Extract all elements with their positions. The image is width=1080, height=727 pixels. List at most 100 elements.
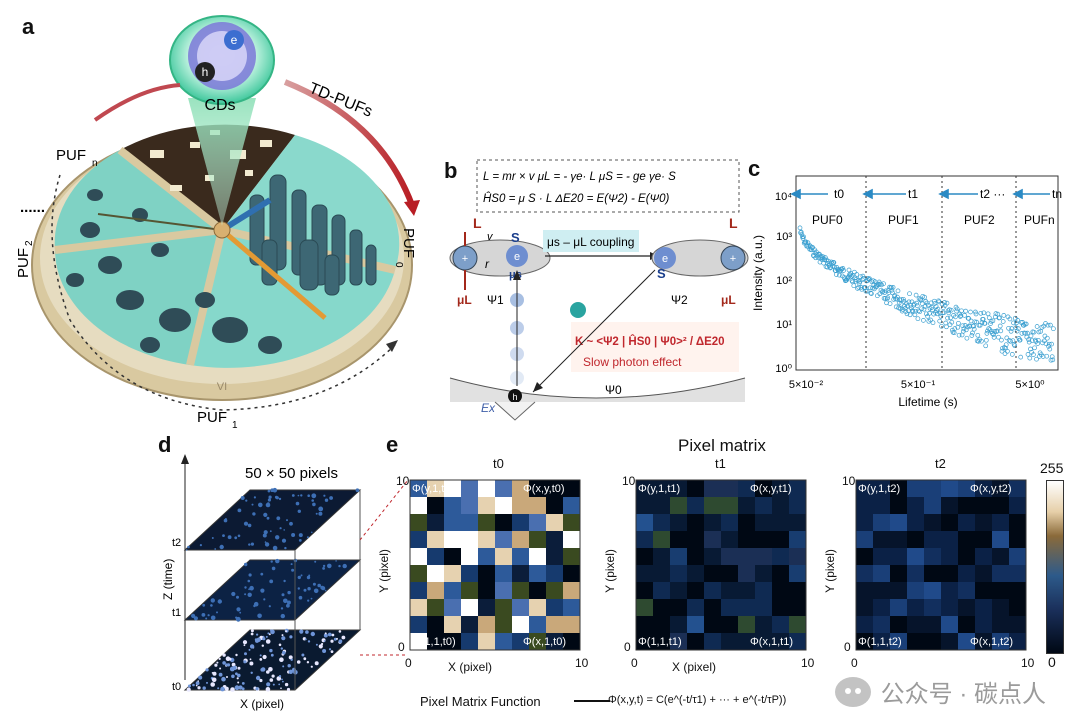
scatter-point [910,308,915,313]
scatter-point [963,327,969,333]
scatter-point [1025,330,1030,336]
pixel-speckle [221,676,226,682]
matrix-cell [478,514,495,531]
pixel-speckle [214,663,218,667]
roman-numeral-vi: VI [217,381,227,393]
matrix-cell [738,599,755,616]
scatter-point [979,338,984,344]
scatter-point [1008,328,1014,334]
matrix-cell [856,531,873,548]
scatter-point [1014,320,1019,326]
matrix-cell [461,514,478,531]
scatter-point [999,348,1005,354]
pixel-speckle [327,632,332,637]
svg-text:+: + [730,253,736,265]
pixel-speckle [255,675,261,681]
pixel-speckle [259,678,263,683]
pixel-speckle [262,637,266,641]
scatter-point [860,273,866,279]
pixel-speckle [310,631,315,637]
equation-line-2: ĤS0 = μ S · L ΔE20 = E(Ψ2) - E(Ψ0) [483,192,669,205]
scatter-point [881,281,886,287]
matrix-cell [670,565,687,582]
pixel-speckle [238,685,243,690]
pixel-speckle [191,613,196,618]
pixel-speckle [298,595,303,600]
pixel-speckle [296,660,301,664]
matrix-cell [495,531,512,548]
pixel-speckle [283,529,285,531]
pixel-speckle [256,633,259,636]
matrix-cell [427,514,444,531]
matrix-cell [529,531,546,548]
pixel-speckle [259,654,262,657]
matrix-cell [653,616,670,633]
panel-e-label: e [386,432,399,457]
pixel-speckle [285,630,288,633]
scatter-point [975,332,981,338]
matrix-cell [958,565,975,582]
matrix-cell [427,616,444,633]
matrix-cell [907,548,924,565]
scatter-point [981,310,987,316]
matrix-cell [738,582,755,599]
matrix-cell [478,599,495,616]
matrix-cell [495,599,512,616]
scatter-point [813,249,819,255]
pixel-speckle [282,665,285,668]
matrix-cell [563,514,580,531]
matrix-cell [444,548,461,565]
matrix-cell [410,565,427,582]
matrix-cell [924,548,941,565]
scatter-point [898,301,904,307]
svg-text:v: v [487,231,494,243]
layer-speckles [185,487,360,692]
scatter-point [1005,348,1010,354]
matrix-cell [755,599,772,616]
matrix-cell [461,633,478,650]
pixel-speckle [300,574,303,577]
scatter-point [919,301,925,306]
pixel-speckle [225,663,229,667]
matrix-cell [704,514,721,531]
matrix-cell [636,497,653,514]
matrix-cell [789,531,806,548]
time-label-t2: t2 ··· [980,187,1005,201]
pixel-speckle [315,643,318,646]
matrix-cell [529,548,546,565]
scatter-point [948,315,953,321]
pixel-speckle [201,613,206,617]
scatter-point [907,291,912,297]
pixel-speckle [222,653,226,657]
matrix-cell [958,480,975,497]
matrix-cell [529,514,546,531]
scatter-point [917,296,923,302]
pixel-speckle [249,661,254,666]
scatter-point [969,333,975,338]
scatter-point [913,292,919,298]
scatter-point [904,311,910,317]
matrix-cell [563,599,580,616]
matrix-cell [856,616,873,633]
pixel-speckle [322,567,325,570]
scatter-point [1006,325,1011,331]
scatter-point [946,310,952,316]
scatter-point [888,285,894,290]
scatter-point [934,308,940,313]
ytick-1e4: 10⁴ [775,191,792,203]
scatter-point [1012,315,1018,321]
pixel-speckle [249,658,252,661]
photon-icon [570,302,586,318]
scatter-point [1050,357,1056,363]
region-puf0: PUF0 [812,213,843,227]
pixel-speckle [303,588,307,592]
t2-label: t2 [172,537,181,549]
matrix-cell [704,548,721,565]
matrix-cell [546,548,563,565]
matrix-cell [1009,531,1026,548]
pixel-speckle [280,687,282,689]
scatter-point [1047,346,1053,352]
matrix-cell [410,514,427,531]
pixel-speckle [267,489,271,493]
matrix-cell [721,633,738,650]
